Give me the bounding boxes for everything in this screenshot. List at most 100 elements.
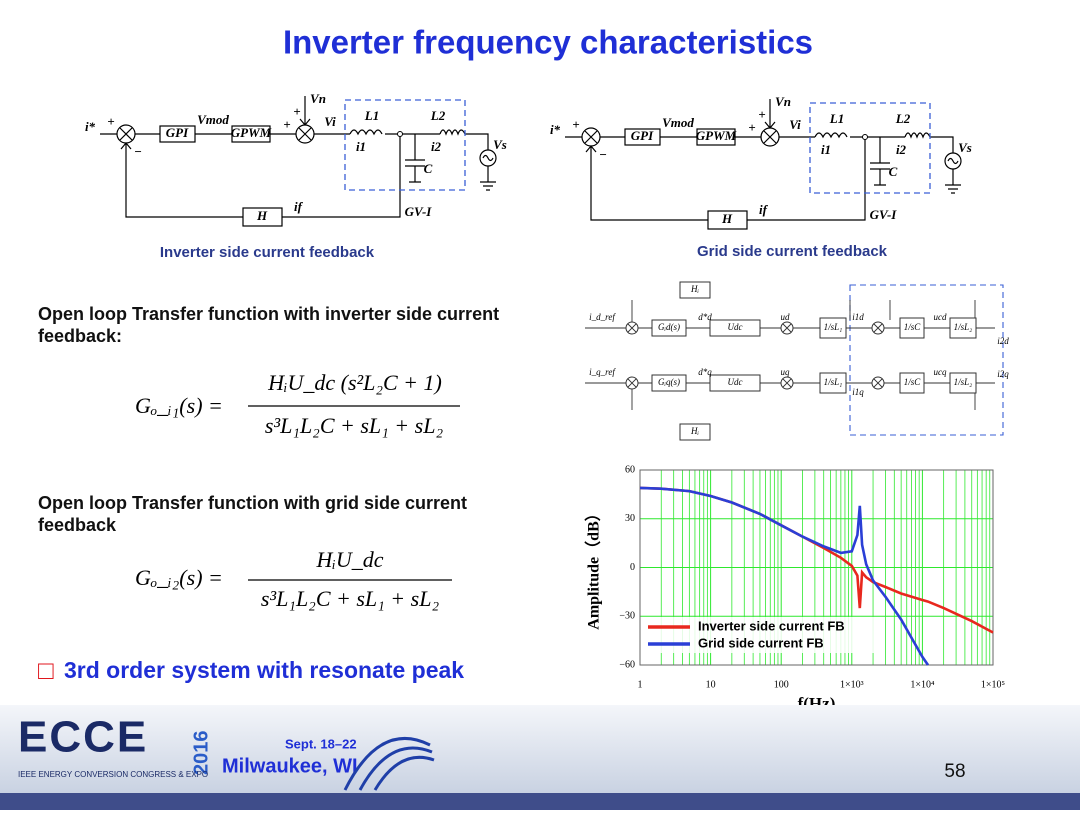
y-tick-label: 0 xyxy=(630,562,635,573)
wire xyxy=(782,378,792,388)
heading: Open loop Transfer function with grid si… xyxy=(38,493,468,535)
diagram-label: i* xyxy=(85,119,96,134)
city: Milwaukee, WI xyxy=(222,755,358,777)
dq-label: ucd xyxy=(934,312,947,322)
diagram-label: i1 xyxy=(821,142,831,157)
formula-denominator: s³L₁L₂C + sL₁ + sL₂ xyxy=(265,413,444,438)
wire xyxy=(299,96,311,126)
diagram-label: − xyxy=(599,147,607,162)
plant-region xyxy=(809,102,931,194)
diagram-label: if xyxy=(759,202,769,217)
dq-label: i_q_ref xyxy=(589,367,616,377)
wire xyxy=(565,136,961,194)
diagram-label: L2 xyxy=(895,111,911,126)
diagram-label: Vn xyxy=(310,91,326,106)
bullet-box: □ xyxy=(38,655,54,685)
dq-label: Udc xyxy=(728,322,743,332)
y-tick-label: 30 xyxy=(625,513,635,524)
dq-label: Hᵢ xyxy=(690,426,699,436)
node xyxy=(397,131,403,137)
block xyxy=(899,372,925,394)
wire xyxy=(627,323,637,333)
formula-lhs: Gₒ_ᵢ₁(s) = xyxy=(135,393,223,418)
block xyxy=(159,125,196,143)
diagram-label: + xyxy=(748,120,755,135)
diagram-label: + xyxy=(572,117,579,132)
dq-label: uq xyxy=(781,367,791,377)
diagram-label: Vmod xyxy=(197,112,229,127)
wire xyxy=(873,378,883,388)
bode-chart: 1 10 100 1×10³ 1×10⁴ 1×10⁵ −60 −30 0 30 60 Inverter… xyxy=(585,464,1005,713)
formula-denominator: s³L₁L₂C + sL₁ + sL₂ xyxy=(261,586,440,611)
diagram-label: GPWM xyxy=(231,125,272,140)
series-line xyxy=(639,486,930,666)
dq-label: i1q xyxy=(852,387,864,397)
diagram-label: Vi xyxy=(789,117,801,132)
wire xyxy=(764,99,776,129)
dq-label: ucq xyxy=(934,367,947,377)
block xyxy=(899,317,925,339)
block xyxy=(819,317,847,339)
dq-label: Gᵢq(s) xyxy=(658,377,680,387)
y-tick-label: −30 xyxy=(619,611,635,622)
diagram-label: + xyxy=(107,114,114,129)
diagram-label: + xyxy=(758,107,765,122)
logo-org: IEEE ENERGY CONVERSION CONGRESS & EXPO xyxy=(18,770,208,779)
logo-arc xyxy=(343,736,435,791)
formula-numerator: HᵢU_dc xyxy=(315,547,383,572)
legend-box xyxy=(648,617,878,653)
plant-region xyxy=(849,284,1004,436)
block xyxy=(679,423,711,441)
y-axis-label: Amplitude（dB） xyxy=(585,505,603,629)
wire xyxy=(298,127,312,141)
dq-label: i2q xyxy=(997,369,1009,379)
wire xyxy=(631,300,976,410)
block xyxy=(624,128,661,146)
logo: ECCE xyxy=(18,713,148,762)
wire xyxy=(482,154,494,162)
diagram-label: Vmod xyxy=(662,115,694,130)
block xyxy=(242,207,283,227)
dq-label: 1/sC xyxy=(904,322,922,332)
diagram-label: L2 xyxy=(430,108,446,123)
diagram-label: L1 xyxy=(364,108,379,123)
dq-label: 1/sC xyxy=(904,377,922,387)
x-tick-label: 1×10⁵ xyxy=(981,679,1005,690)
wire xyxy=(405,134,425,183)
dq-label: i_d_ref xyxy=(589,312,616,322)
diagram-label: GV-I xyxy=(405,204,433,219)
dq-label: 1/sL₁ xyxy=(824,322,843,332)
dq-block-diagram: Hᵢ i_d_ref Gᵢd(s) d*d Udc ud 1/sL₁ i1d 1/sC ucd 1/… xyxy=(585,281,1009,441)
dq-label: 1/sL₂ xyxy=(954,377,973,387)
highlight: 3rd order system with resonate peak xyxy=(64,657,464,683)
formula-lhs: Gₒ_ᵢ₂(s) = xyxy=(135,565,223,590)
diagram-label: i1 xyxy=(356,139,366,154)
diagram-label: Vn xyxy=(775,94,791,109)
x-tick-label: 1×10³ xyxy=(840,679,864,690)
diagram-label: Vs xyxy=(493,137,507,152)
x-tick-label: 100 xyxy=(774,679,789,690)
x-tick-label: 1×10⁴ xyxy=(910,679,935,690)
diagram-label: + xyxy=(283,117,290,132)
block xyxy=(707,210,748,230)
wire xyxy=(814,132,931,139)
dq-label: d*q xyxy=(698,367,712,377)
wire xyxy=(873,323,883,333)
wire xyxy=(627,378,637,388)
block xyxy=(709,374,761,392)
diagram-label: if xyxy=(294,199,304,214)
diagram-label: GV-I xyxy=(870,207,898,222)
diagram-label: C xyxy=(889,164,898,179)
heading: Open loop Transfer function with inverte… xyxy=(38,304,500,346)
plant-region xyxy=(344,99,466,191)
dq-label: Udc xyxy=(728,377,743,387)
diagram-label: − xyxy=(134,144,142,159)
footer-band xyxy=(0,705,1080,793)
dq-label: d*d xyxy=(698,312,712,322)
block xyxy=(709,319,761,337)
diagram-label: + xyxy=(293,104,300,119)
page-number: 58 xyxy=(944,761,965,782)
caption: Grid side current feedback xyxy=(697,243,888,260)
